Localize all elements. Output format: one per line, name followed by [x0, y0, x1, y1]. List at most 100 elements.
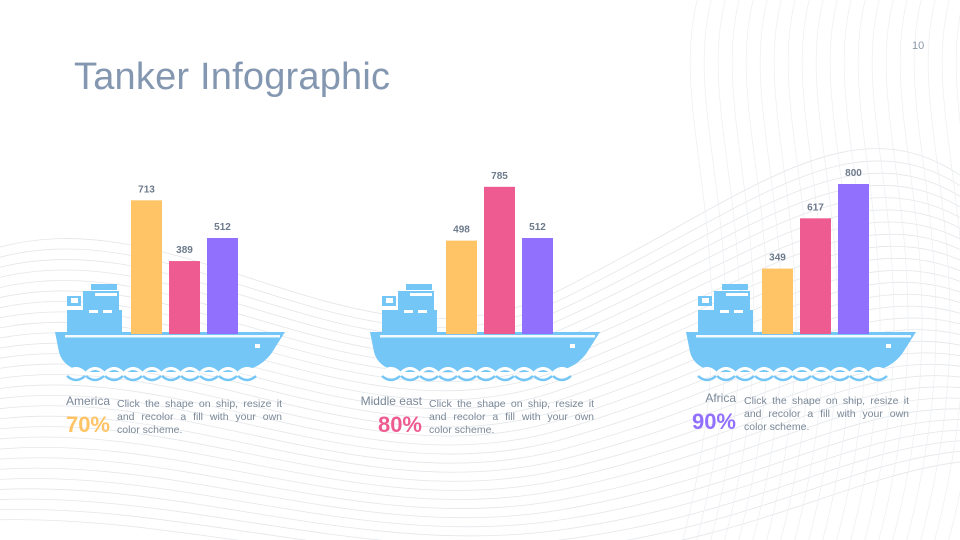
wave-crest — [552, 375, 572, 382]
wave-scallop — [103, 367, 125, 375]
percent-value: 70% — [65, 412, 110, 437]
wave-line — [794, 0, 825, 540]
wave-line — [766, 0, 797, 540]
wave-line — [0, 386, 960, 500]
wave-crest — [792, 375, 812, 382]
description-text: Click the shape on ship, resize it and r… — [117, 398, 282, 436]
wave-line — [682, 0, 713, 540]
bridge-stripe — [726, 293, 748, 296]
deck-line — [696, 335, 911, 338]
wave-crest — [735, 375, 755, 382]
wave-scallop — [867, 367, 889, 375]
percent-value: 80% — [377, 412, 422, 437]
wave-scallop — [696, 367, 718, 375]
wave-scallop — [810, 367, 832, 375]
wave-line — [850, 0, 881, 540]
wave-scallop — [399, 367, 421, 375]
wave-crest — [400, 375, 420, 382]
wave-crest — [716, 375, 736, 382]
wave-line — [808, 0, 839, 540]
ship-chart-panel-america: 713 389 512 — [45, 160, 295, 450]
ship-cabin — [698, 310, 753, 332]
wave-crest — [773, 375, 793, 382]
wave-crest — [66, 375, 86, 382]
wave-line — [710, 0, 741, 540]
wave-line — [0, 375, 960, 491]
ship-hull — [55, 332, 285, 372]
wave-scallop — [532, 367, 554, 375]
percent-value: 90% — [691, 409, 736, 434]
wave-line — [934, 0, 960, 540]
bar-2 — [800, 218, 831, 334]
bridge-window — [702, 298, 709, 303]
ship-chimney — [91, 284, 117, 290]
wave-crest — [218, 375, 238, 382]
wave-scallop — [715, 367, 737, 375]
ship-cabin — [67, 310, 122, 332]
wave-line — [906, 0, 937, 540]
wave-scallop — [494, 367, 516, 375]
ship-hull — [370, 332, 600, 372]
wave-crest — [438, 375, 458, 382]
wave-line — [0, 440, 960, 540]
description-text: Click the shape on ship, resize it and r… — [429, 398, 594, 436]
bar-3 — [838, 184, 869, 334]
wave-scallop — [791, 367, 813, 375]
wave-scallop — [160, 367, 182, 375]
wave-scallop — [513, 367, 535, 375]
wave-scallop — [380, 367, 402, 375]
wave-crest — [868, 375, 888, 382]
wave-crest — [381, 375, 401, 382]
bar-value-label: 785 — [491, 171, 508, 182]
wave-crest — [849, 375, 869, 382]
wave-line — [0, 450, 960, 540]
bar-value-label: 498 — [453, 225, 470, 236]
wave-crest — [85, 375, 105, 382]
wave-line — [0, 461, 960, 540]
slide-title: Tanker Infographic — [74, 56, 391, 98]
wave-line — [0, 363, 960, 482]
wave-line — [696, 0, 727, 540]
bridge-stripe — [410, 293, 432, 296]
wave-line — [920, 0, 951, 540]
wave-scallop — [829, 367, 851, 375]
ship-bar-chart: 349 617 800 — [686, 168, 916, 382]
wave-crest — [161, 375, 181, 382]
cabin-stripe — [720, 310, 729, 313]
bar-3 — [207, 238, 238, 334]
wave-line — [948, 13, 960, 540]
wave-line — [892, 0, 923, 540]
wave-scallop — [236, 367, 258, 375]
ship-bar-chart: 713 389 512 — [55, 184, 285, 382]
page-number: 10 — [912, 40, 925, 52]
wave-crest — [457, 375, 477, 382]
ship-chart-panel-africa: 349 617 800 — [676, 160, 926, 450]
wave-crest — [180, 375, 200, 382]
ship-chimney — [406, 284, 432, 290]
wave-scallop — [437, 367, 459, 375]
deck-line — [380, 335, 595, 338]
wave-line — [878, 0, 909, 540]
region-label: America — [65, 394, 110, 408]
wave-scallop — [551, 367, 573, 375]
wave-crest — [419, 375, 439, 382]
wave-scallop — [848, 367, 870, 375]
cabin-stripe — [89, 310, 98, 313]
bar-value-label: 512 — [214, 222, 231, 233]
wave-scallop — [418, 367, 440, 375]
cabin-stripe — [103, 310, 112, 313]
cabin-stripe — [418, 310, 427, 313]
wave-scallop — [179, 367, 201, 375]
bar-2 — [484, 186, 515, 334]
wave-scallop — [217, 367, 239, 375]
wave-line — [752, 0, 783, 540]
wave-line — [0, 397, 960, 510]
bar-3 — [522, 238, 553, 334]
wave-scallop — [456, 367, 478, 375]
wave-scallop — [198, 367, 220, 375]
bar-value-label: 512 — [529, 222, 546, 233]
wave-scallop — [772, 367, 794, 375]
bar-value-label: 389 — [176, 245, 193, 256]
bar-value-label: 800 — [845, 168, 862, 179]
wave-crest — [754, 375, 774, 382]
